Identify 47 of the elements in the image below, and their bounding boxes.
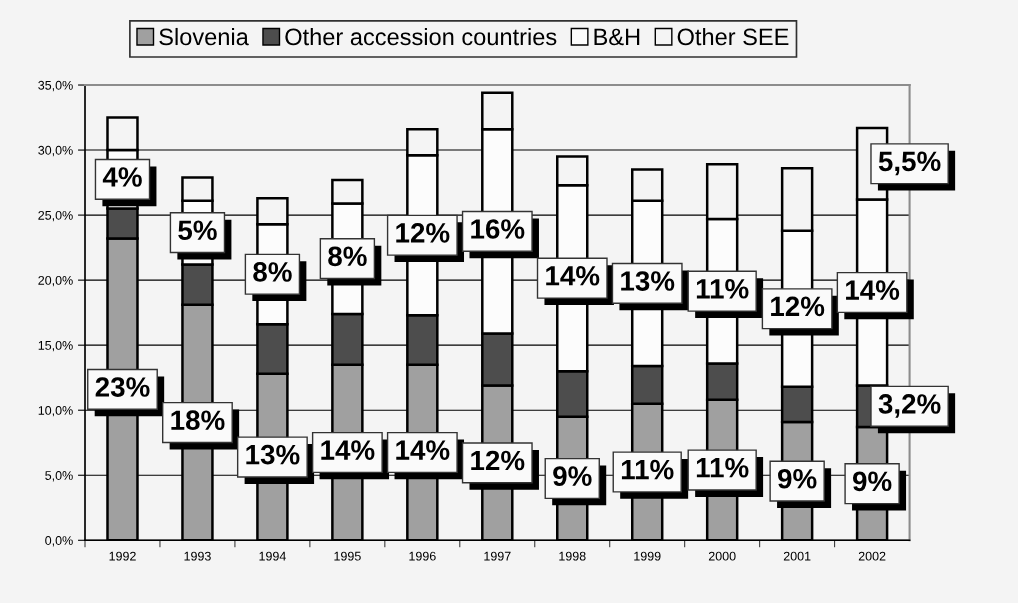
data-label: 8% xyxy=(253,262,292,282)
data-label: 14% xyxy=(321,440,375,460)
x-tick-label: 1994 xyxy=(259,551,286,561)
data-label: 16% xyxy=(471,219,525,239)
y-tick-label: 35,0% xyxy=(38,80,73,92)
data-label: 9% xyxy=(778,468,817,489)
data-label: 12% xyxy=(771,296,825,317)
data-label: 11% xyxy=(621,459,674,480)
x-tick-label: 1999 xyxy=(634,551,661,561)
data-label: 13% xyxy=(246,444,300,465)
x-tick-label: 1995 xyxy=(334,551,361,561)
legend-label: B&H xyxy=(594,28,640,46)
y-tick-label: 25,0% xyxy=(38,210,73,222)
x-tick-label: 1997 xyxy=(484,551,511,561)
data-label: 14% xyxy=(546,266,600,286)
x-tick-label: 1998 xyxy=(559,551,586,561)
legend-label: Other SEE xyxy=(677,27,789,46)
y-tick-label: 5,0% xyxy=(45,471,73,482)
x-tick-label: 1992 xyxy=(109,551,136,561)
y-tick-label: 20,0% xyxy=(38,275,73,287)
x-tick-label: 1993 xyxy=(184,551,211,561)
y-tick-label: 30,0% xyxy=(38,145,73,157)
data-label: 14% xyxy=(846,280,900,300)
x-tick-label: 2000 xyxy=(708,551,736,561)
data-label: 13% xyxy=(621,271,675,291)
data-label: 12% xyxy=(396,223,450,243)
x-tick-label: 1996 xyxy=(409,551,436,561)
data-label: 12% xyxy=(471,450,525,471)
legend-label: Other accession countries xyxy=(285,27,557,46)
data-label: 4% xyxy=(102,167,142,187)
y-tick-label: 10,0% xyxy=(38,406,73,417)
data-label: 3,2% xyxy=(878,394,941,418)
x-tick-label: 2001 xyxy=(783,551,811,561)
data-label: 9% xyxy=(553,466,592,486)
data-label: 11% xyxy=(696,457,749,478)
data-label: 5% xyxy=(178,220,217,241)
data-label: 8% xyxy=(328,246,367,267)
y-tick-label: 0,0% xyxy=(45,536,73,547)
data-label: 18% xyxy=(171,410,225,431)
data-label: 14% xyxy=(396,440,450,460)
y-tick-label: 15,0% xyxy=(38,340,73,352)
data-label: 23% xyxy=(95,377,150,397)
x-tick-label: 2002 xyxy=(858,551,886,561)
data-label: 9% xyxy=(852,471,892,492)
legend-label: Slovenia xyxy=(159,27,249,46)
data-label: 5,5% xyxy=(878,151,941,176)
data-label: 11% xyxy=(696,279,749,299)
